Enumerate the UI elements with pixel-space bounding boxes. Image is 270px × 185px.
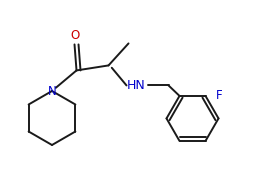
Text: HN: HN — [127, 79, 146, 92]
Text: F: F — [216, 89, 223, 102]
Text: N: N — [48, 85, 56, 97]
Text: O: O — [70, 29, 79, 42]
